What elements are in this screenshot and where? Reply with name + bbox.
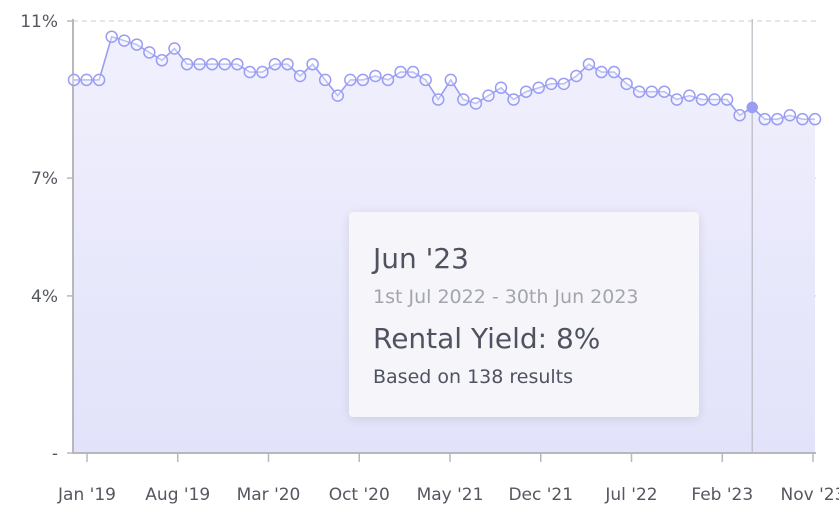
- data-point[interactable]: [293, 69, 307, 83]
- tooltip-results-count: Based on 138 results: [373, 366, 574, 388]
- x-tick-label: Aug '19: [145, 485, 210, 505]
- data-point[interactable]: [444, 73, 458, 87]
- data-point[interactable]: [369, 69, 382, 83]
- y-tick-label: -: [52, 444, 58, 464]
- data-point[interactable]: [180, 57, 194, 71]
- tooltip-date-range: 1st Jul 2022 - 30th Jun 2023: [373, 286, 639, 308]
- data-point[interactable]: [168, 42, 181, 55]
- data-point[interactable]: [306, 57, 319, 71]
- data-point-highlighted[interactable]: [746, 101, 758, 114]
- data-point[interactable]: [658, 85, 671, 98]
- x-tick-label: Jan '19: [57, 485, 116, 505]
- yield-line: [74, 35, 815, 120]
- data-point[interactable]: [796, 112, 809, 126]
- data-point[interactable]: [431, 93, 445, 106]
- data-point[interactable]: [808, 112, 822, 126]
- data-point[interactable]: [406, 65, 420, 79]
- tooltip: Jun '23 1st Jul 2022 - 30th Jun 2023 Ren…: [349, 212, 699, 417]
- data-point[interactable]: [708, 93, 721, 106]
- data-point[interactable]: [117, 34, 131, 47]
- data-point[interactable]: [607, 65, 621, 79]
- data-point[interactable]: [469, 97, 483, 110]
- data-point[interactable]: [318, 73, 332, 87]
- data-point[interactable]: [281, 57, 294, 71]
- data-point[interactable]: [595, 65, 608, 79]
- x-tick-label: May '21: [417, 485, 484, 505]
- data-point[interactable]: [243, 65, 257, 79]
- data-point[interactable]: [256, 65, 269, 79]
- data-point[interactable]: [92, 73, 106, 87]
- data-point[interactable]: [720, 93, 734, 106]
- data-point[interactable]: [482, 89, 495, 102]
- data-point[interactable]: [218, 57, 231, 71]
- data-point[interactable]: [645, 85, 658, 98]
- y-tick-label: 7%: [31, 169, 58, 189]
- data-point[interactable]: [545, 77, 558, 91]
- data-point[interactable]: [670, 93, 684, 106]
- data-point[interactable]: [205, 57, 219, 71]
- x-tick-label: Dec '21: [508, 485, 573, 505]
- data-point[interactable]: [494, 81, 508, 95]
- x-tick-label: Nov '23: [781, 485, 839, 505]
- data-point[interactable]: [143, 46, 156, 59]
- x-tick-label: Feb '23: [691, 485, 753, 505]
- data-point[interactable]: [268, 57, 282, 71]
- data-point[interactable]: [570, 69, 583, 83]
- data-point[interactable]: [193, 57, 206, 71]
- data-point[interactable]: [80, 73, 93, 87]
- x-tick-label: Mar '20: [237, 485, 301, 505]
- data-point[interactable]: [683, 89, 696, 102]
- data-point[interactable]: [231, 57, 244, 71]
- y-tick-label: 11%: [20, 12, 58, 32]
- y-tick-label: 4%: [31, 287, 58, 307]
- data-point[interactable]: [331, 89, 344, 102]
- data-point[interactable]: [557, 77, 571, 91]
- x-tick-label: Oct '20: [329, 485, 390, 505]
- x-tick-label: Jul '22: [604, 485, 657, 505]
- data-point[interactable]: [733, 109, 746, 122]
- data-point[interactable]: [783, 109, 797, 122]
- tooltip-title: Jun '23: [373, 242, 469, 275]
- data-point[interactable]: [532, 81, 545, 95]
- data-point[interactable]: [457, 93, 470, 106]
- data-point[interactable]: [130, 38, 144, 51]
- data-point[interactable]: [519, 85, 533, 98]
- data-point[interactable]: [507, 93, 520, 106]
- data-point[interactable]: [582, 57, 596, 71]
- data-point[interactable]: [381, 73, 395, 87]
- data-point[interactable]: [771, 112, 784, 126]
- data-point[interactable]: [344, 73, 357, 87]
- data-point[interactable]: [758, 112, 772, 126]
- data-point[interactable]: [67, 73, 81, 87]
- data-point[interactable]: [632, 85, 646, 98]
- data-point[interactable]: [394, 65, 407, 79]
- data-point[interactable]: [155, 54, 169, 67]
- data-point[interactable]: [105, 30, 118, 43]
- data-point[interactable]: [356, 73, 370, 87]
- tooltip-rental-yield: Rental Yield: 8%: [373, 322, 601, 355]
- data-point[interactable]: [419, 73, 432, 87]
- data-point[interactable]: [620, 77, 633, 91]
- data-point[interactable]: [695, 93, 709, 106]
